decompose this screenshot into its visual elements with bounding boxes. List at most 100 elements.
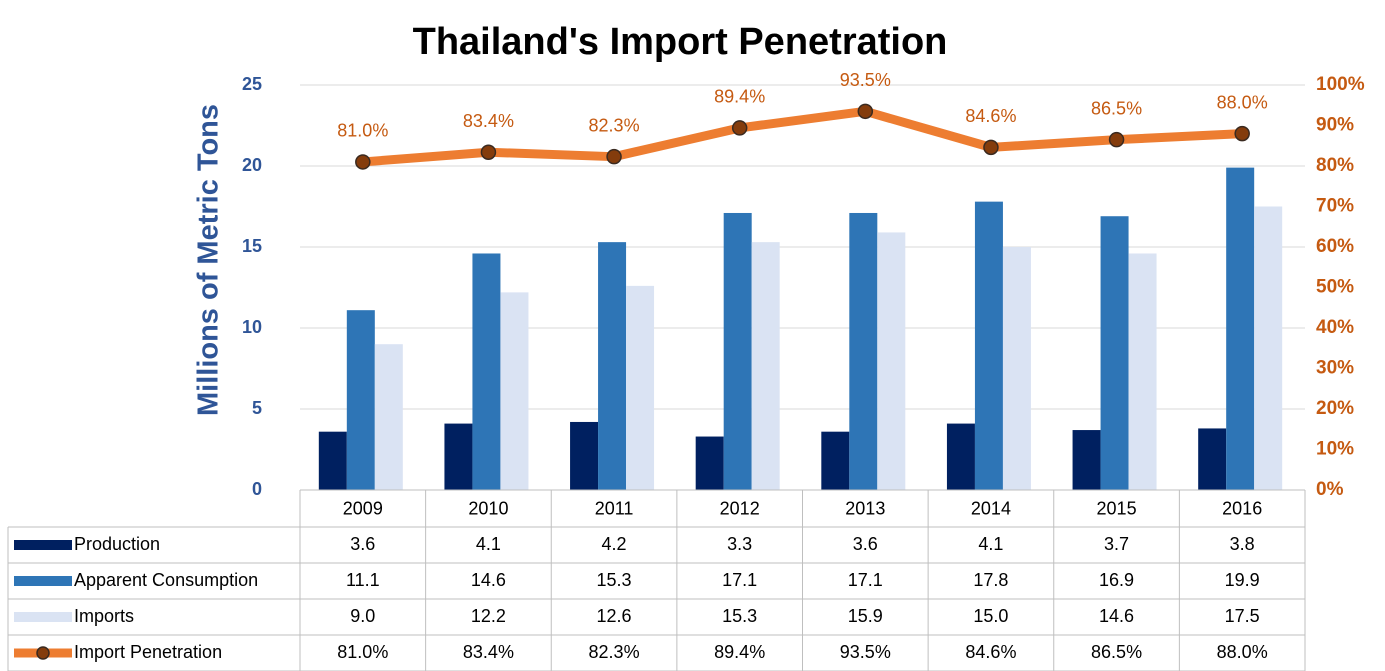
bar — [626, 285, 655, 490]
legend-label: Imports — [74, 606, 134, 626]
x-tick-label: 2016 — [1222, 498, 1262, 518]
line — [362, 106, 1243, 167]
bar — [974, 201, 1003, 490]
bar — [346, 310, 375, 490]
bar — [1072, 430, 1101, 490]
table-cell: 15.9 — [848, 606, 883, 626]
table-cell: 93.5% — [840, 642, 891, 662]
data-label: 84.6% — [965, 106, 1016, 126]
table-cell: 19.9 — [1225, 570, 1260, 590]
table-cell: 15.0 — [973, 606, 1008, 626]
table-cell: 89.4% — [714, 642, 765, 662]
bar — [598, 242, 627, 490]
table-cell: 17.5 — [1225, 606, 1260, 626]
marker — [480, 144, 497, 160]
data-label: 83.4% — [463, 111, 514, 131]
table-cell: 4.2 — [602, 534, 627, 554]
legend-key — [14, 540, 72, 550]
data-label: 89.4% — [714, 87, 765, 107]
legend-label: Import Penetration — [74, 642, 222, 662]
chart-title: Thailand's Import Penetration — [413, 21, 948, 63]
y-tick-label: 25 — [242, 74, 262, 94]
table-cell: 3.8 — [1230, 534, 1255, 554]
y2-tick-label: 70% — [1316, 196, 1354, 217]
x-tick-label: 2010 — [468, 498, 508, 518]
table-cell: 88.0% — [1217, 642, 1268, 662]
y-axis-label: Millions of Metric Tons — [193, 104, 225, 416]
table-cell: 83.4% — [463, 642, 514, 662]
table-cell: 15.3 — [722, 606, 757, 626]
y2-tick-label: 90% — [1316, 115, 1354, 136]
legend-key — [36, 646, 50, 660]
table-cell: 9.0 — [350, 606, 375, 626]
legend-key — [14, 612, 72, 622]
bar — [695, 436, 724, 490]
y2-tick-label: 80% — [1316, 155, 1354, 176]
y-tick-label: 0 — [252, 479, 262, 499]
y-tick-label: 20 — [242, 155, 262, 175]
data-label: 88.0% — [1217, 92, 1268, 112]
y-tick-label: 15 — [242, 236, 262, 256]
table-cell: 12.6 — [597, 606, 632, 626]
table-cell: 4.1 — [978, 534, 1003, 554]
y2-tick-label: 100% — [1316, 74, 1365, 95]
bar — [877, 232, 906, 491]
marker — [857, 103, 874, 120]
y2-tick-label: 60% — [1316, 236, 1354, 257]
marker — [983, 139, 999, 156]
legend-label: Production — [74, 534, 160, 554]
y2-tick-label: 20% — [1316, 398, 1354, 419]
data-label: 86.5% — [1091, 98, 1142, 118]
table-cell: 15.3 — [597, 570, 632, 590]
bar — [472, 253, 501, 490]
marker — [731, 120, 748, 136]
table-cell: 82.3% — [589, 642, 640, 662]
bar — [1254, 206, 1283, 490]
table-cell: 17.1 — [722, 570, 757, 590]
x-tick-label: 2013 — [845, 498, 885, 518]
marker — [1108, 131, 1125, 148]
legend-label: Apparent Consumption — [74, 570, 258, 590]
bar — [751, 242, 780, 490]
y2-tick-label: 50% — [1316, 277, 1354, 298]
table-cell: 81.0% — [337, 642, 388, 662]
x-tick-label: 2014 — [971, 498, 1011, 518]
table-cell: 17.8 — [973, 570, 1008, 590]
x-tick-label: 2009 — [343, 498, 383, 518]
bar — [1100, 216, 1129, 490]
marker — [1234, 125, 1250, 142]
x-tick-label: 2012 — [720, 498, 760, 518]
bar — [1128, 253, 1157, 490]
bar — [570, 421, 599, 490]
bar — [723, 212, 752, 491]
y2-tick-label: 40% — [1316, 317, 1354, 338]
y-tick-label: 5 — [252, 398, 262, 418]
legend-key — [14, 576, 72, 586]
table-cell: 3.7 — [1104, 534, 1129, 554]
bar — [849, 212, 878, 491]
x-tick-label: 2015 — [1097, 498, 1137, 518]
table-cell: 84.6% — [965, 642, 1016, 662]
bar — [1002, 247, 1031, 490]
table-cell: 3.3 — [727, 534, 752, 554]
bar — [1198, 428, 1227, 490]
bar — [500, 292, 529, 490]
bar — [444, 423, 473, 490]
y2-tick-label: 0% — [1316, 479, 1344, 500]
bar — [374, 344, 403, 490]
y-tick-label: 10 — [242, 317, 262, 337]
data-label: 82.3% — [589, 115, 640, 135]
bar — [1226, 167, 1255, 490]
table-cell: 4.1 — [476, 534, 501, 554]
y2-tick-label: 30% — [1316, 358, 1354, 379]
table-cell: 16.9 — [1099, 570, 1134, 590]
table-cell: 86.5% — [1091, 642, 1142, 662]
bar — [821, 431, 850, 490]
table-cell: 14.6 — [1099, 606, 1134, 626]
table-cell: 3.6 — [853, 534, 878, 554]
data-label: 93.5% — [840, 70, 891, 90]
marker — [355, 154, 371, 170]
table-cell: 14.6 — [471, 570, 506, 590]
data-label: 81.0% — [337, 121, 388, 141]
y2-tick-label: 10% — [1316, 439, 1354, 460]
